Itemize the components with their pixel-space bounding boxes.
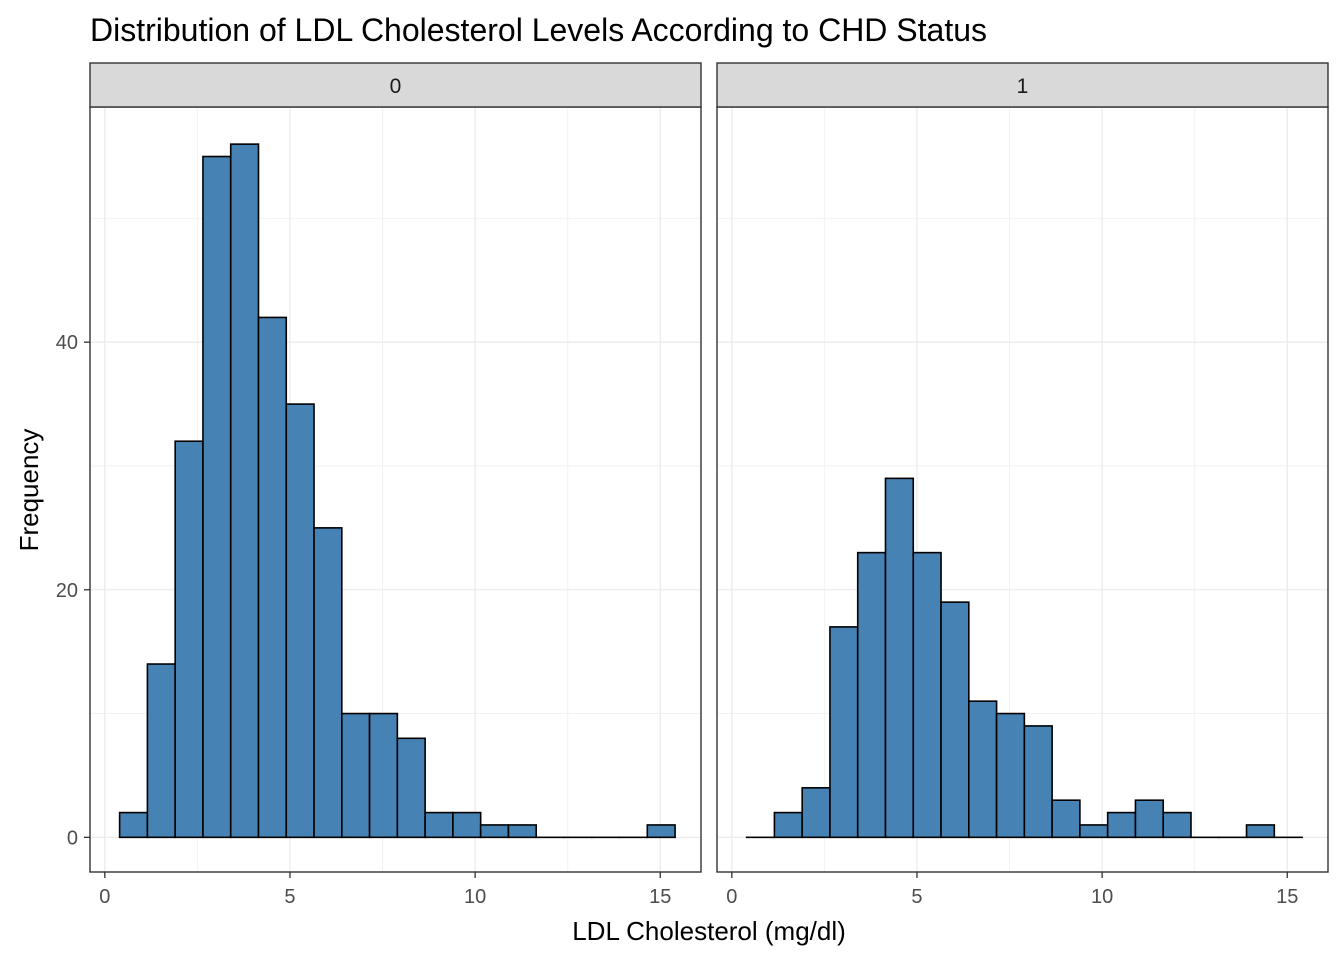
histogram-bar	[1245, 824, 1276, 839]
histogram-bar	[1106, 811, 1137, 839]
y-tick-label: 0	[67, 827, 78, 849]
x-tick-label: 0	[726, 886, 737, 908]
histogram-bar	[1079, 824, 1109, 839]
facet-strip	[716, 62, 1329, 108]
x-axis-title: LDL Cholesterol (mg/dl)	[572, 916, 846, 946]
x-tick-label: 5	[284, 886, 295, 908]
y-axis-title: Frequency	[14, 429, 44, 552]
histogram-bar	[1162, 811, 1192, 839]
x-tick-label: 10	[1091, 886, 1113, 908]
histogram-bar	[940, 601, 970, 839]
histogram-bar	[912, 551, 942, 839]
histogram-bar	[118, 811, 149, 839]
histogram-bar	[452, 811, 482, 839]
facet-panel-1: 10 5 10 15	[716, 62, 1329, 908]
histogram-bar	[313, 527, 343, 839]
histogram-bar	[424, 811, 454, 839]
histogram-bar	[257, 316, 288, 839]
x-tick-label: 5	[911, 886, 922, 908]
histogram-bar	[285, 403, 315, 839]
histogram-bar	[1023, 725, 1053, 839]
facet-strip	[89, 62, 702, 108]
histogram-bar	[801, 787, 831, 839]
x-tick-label: 0	[99, 886, 110, 908]
histogram-bar	[829, 626, 859, 839]
histogram-bar	[968, 700, 998, 839]
histogram-bar	[368, 712, 399, 839]
x-tick-label: 15	[649, 886, 671, 908]
histogram-bar	[884, 477, 915, 839]
facet-panel-0: 0 0 5 10 15 0 20 40	[56, 62, 702, 908]
y-tick-label: 20	[56, 580, 78, 602]
histogram-bar	[479, 824, 510, 839]
x-tick-label: 15	[1276, 886, 1298, 908]
histogram-bar	[646, 824, 676, 839]
histogram-bar	[229, 143, 260, 839]
histogram-bar	[856, 551, 887, 839]
histogram-bar	[995, 712, 1026, 839]
facet-strip-label: 0	[390, 75, 402, 98]
histogram-bar	[1051, 799, 1081, 839]
histogram-bar	[1134, 799, 1165, 839]
histogram-bar	[174, 440, 204, 839]
chart-title: Distribution of LDL Cholesterol Levels A…	[90, 12, 987, 48]
histogram-bar	[146, 663, 176, 839]
histogram-bar	[507, 824, 538, 839]
histogram-bar	[202, 155, 232, 839]
histogram-bar	[773, 811, 803, 839]
facet-strip-label: 1	[1017, 75, 1029, 98]
x-tick-label: 10	[464, 886, 486, 908]
y-tick-label: 40	[56, 332, 78, 354]
histogram-bar	[396, 737, 426, 839]
histogram-bar	[341, 712, 371, 839]
